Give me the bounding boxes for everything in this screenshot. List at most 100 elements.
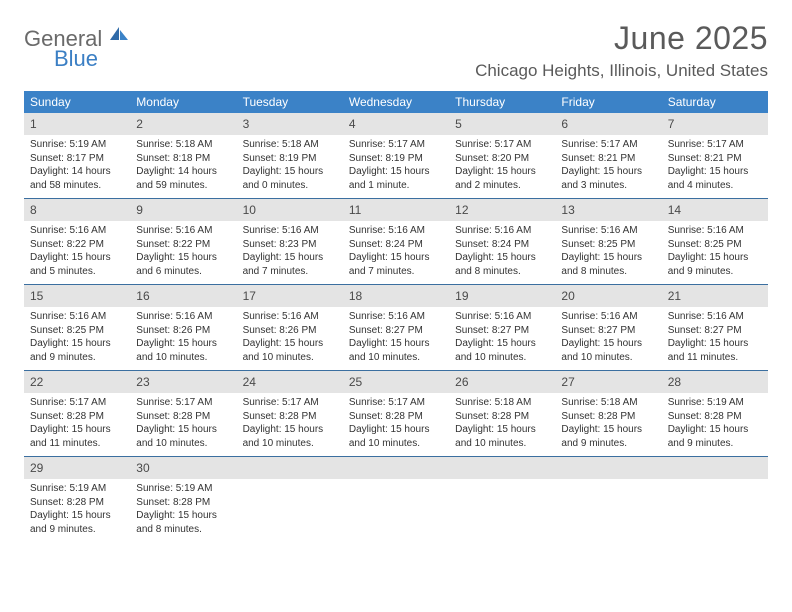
sunset-line: Sunset: 8:28 PM (349, 410, 443, 424)
sunset-line: Sunset: 8:26 PM (243, 324, 337, 338)
day-cell: 5Sunrise: 5:17 AMSunset: 8:20 PMDaylight… (449, 113, 555, 198)
day-cell: 23Sunrise: 5:17 AMSunset: 8:28 PMDayligh… (130, 371, 236, 456)
daylight-line: Daylight: 15 hours and 10 minutes. (349, 423, 443, 450)
sunrise-line: Sunrise: 5:16 AM (668, 310, 762, 324)
day-body: Sunrise: 5:17 AMSunset: 8:20 PMDaylight:… (449, 135, 555, 198)
day-cell (449, 457, 555, 542)
day-number-bar (555, 457, 661, 479)
day-body: Sunrise: 5:16 AMSunset: 8:27 PMDaylight:… (449, 307, 555, 370)
day-number-bar: 5 (449, 113, 555, 135)
sunrise-line: Sunrise: 5:16 AM (561, 224, 655, 238)
day-cell (237, 457, 343, 542)
day-number-bar: 18 (343, 285, 449, 307)
daylight-line: Daylight: 15 hours and 9 minutes. (668, 423, 762, 450)
daylight-line: Daylight: 15 hours and 9 minutes. (668, 251, 762, 278)
day-number: 28 (668, 375, 681, 389)
day-body: Sunrise: 5:16 AMSunset: 8:26 PMDaylight:… (130, 307, 236, 370)
sunset-line: Sunset: 8:28 PM (561, 410, 655, 424)
day-number-bar: 29 (24, 457, 130, 479)
day-cell: 18Sunrise: 5:16 AMSunset: 8:27 PMDayligh… (343, 285, 449, 370)
day-body: Sunrise: 5:16 AMSunset: 8:25 PMDaylight:… (555, 221, 661, 284)
sunrise-line: Sunrise: 5:17 AM (136, 396, 230, 410)
day-number: 15 (30, 289, 43, 303)
day-body: Sunrise: 5:18 AMSunset: 8:28 PMDaylight:… (449, 393, 555, 456)
day-number: 13 (561, 203, 574, 217)
day-cell: 30Sunrise: 5:19 AMSunset: 8:28 PMDayligh… (130, 457, 236, 542)
day-number-bar: 24 (237, 371, 343, 393)
logo-sail-icon (108, 25, 130, 43)
day-number-bar: 30 (130, 457, 236, 479)
sunset-line: Sunset: 8:27 PM (349, 324, 443, 338)
day-body (555, 479, 661, 488)
day-cell: 27Sunrise: 5:18 AMSunset: 8:28 PMDayligh… (555, 371, 661, 456)
day-body: Sunrise: 5:16 AMSunset: 8:25 PMDaylight:… (662, 221, 768, 284)
daylight-line: Daylight: 15 hours and 10 minutes. (561, 337, 655, 364)
day-cell: 14Sunrise: 5:16 AMSunset: 8:25 PMDayligh… (662, 199, 768, 284)
daylight-line: Daylight: 15 hours and 4 minutes. (668, 165, 762, 192)
sunset-line: Sunset: 8:22 PM (30, 238, 124, 252)
sunrise-line: Sunrise: 5:16 AM (243, 310, 337, 324)
day-number (455, 461, 458, 475)
day-body: Sunrise: 5:17 AMSunset: 8:28 PMDaylight:… (24, 393, 130, 456)
sunrise-line: Sunrise: 5:17 AM (243, 396, 337, 410)
day-cell: 4 Sunrise: 5:17 AMSunset: 8:19 PMDaylight… (343, 113, 449, 198)
sunrise-line: Sunrise: 5:18 AM (455, 396, 549, 410)
daylight-line: Daylight: 15 hours and 7 minutes. (349, 251, 443, 278)
day-body: Sunrise: 5:16 AMSunset: 8:23 PMDaylight:… (237, 221, 343, 284)
daylight-line: Daylight: 15 hours and 11 minutes. (668, 337, 762, 364)
day-cell (662, 457, 768, 542)
sunset-line: Sunset: 8:28 PM (30, 496, 124, 510)
day-cell: 2Sunrise: 5:18 AMSunset: 8:18 PMDaylight… (130, 113, 236, 198)
sunrise-line: Sunrise: 5:16 AM (455, 224, 549, 238)
day-number-bar: 4 (343, 113, 449, 135)
location-text: Chicago Heights, Illinois, United States (475, 61, 768, 81)
day-cell: 3Sunrise: 5:18 AMSunset: 8:19 PMDaylight… (237, 113, 343, 198)
day-body: Sunrise: 5:16 AMSunset: 8:27 PMDaylight:… (662, 307, 768, 370)
day-cell: 28Sunrise: 5:19 AMSunset: 8:28 PMDayligh… (662, 371, 768, 456)
day-number-bar: 22 (24, 371, 130, 393)
day-number: 3 (243, 117, 250, 131)
day-cell: 29Sunrise: 5:19 AMSunset: 8:28 PMDayligh… (24, 457, 130, 542)
daylight-line: Daylight: 15 hours and 2 minutes. (455, 165, 549, 192)
day-body: Sunrise: 5:16 AMSunset: 8:27 PMDaylight:… (343, 307, 449, 370)
daylight-line: Daylight: 15 hours and 10 minutes. (455, 423, 549, 450)
day-number-bar: 8 (24, 199, 130, 221)
weekday-header: Saturday (662, 91, 768, 113)
sunset-line: Sunset: 8:25 PM (561, 238, 655, 252)
daylight-line: Daylight: 15 hours and 8 minutes. (136, 509, 230, 536)
day-body: Sunrise: 5:17 AMSunset: 8:19 PMDaylight:… (343, 135, 449, 198)
sunset-line: Sunset: 8:27 PM (455, 324, 549, 338)
sunrise-line: Sunrise: 5:17 AM (349, 138, 443, 152)
day-number-bar (237, 457, 343, 479)
sunrise-line: Sunrise: 5:16 AM (349, 224, 443, 238)
day-body: Sunrise: 5:19 AMSunset: 8:28 PMDaylight:… (130, 479, 236, 542)
weekday-header: Friday (555, 91, 661, 113)
sunset-line: Sunset: 8:17 PM (30, 152, 124, 166)
sunset-line: Sunset: 8:24 PM (455, 238, 549, 252)
day-number: 4 (349, 117, 356, 131)
sunrise-line: Sunrise: 5:19 AM (30, 482, 124, 496)
day-cell: 20Sunrise: 5:16 AMSunset: 8:27 PMDayligh… (555, 285, 661, 370)
sunrise-line: Sunrise: 5:16 AM (243, 224, 337, 238)
sunrise-line: Sunrise: 5:16 AM (455, 310, 549, 324)
day-body (662, 479, 768, 488)
daylight-line: Daylight: 15 hours and 8 minutes. (561, 251, 655, 278)
sunrise-line: Sunrise: 5:18 AM (243, 138, 337, 152)
day-number: 27 (561, 375, 574, 389)
day-number-bar: 23 (130, 371, 236, 393)
day-body (449, 479, 555, 488)
sunset-line: Sunset: 8:22 PM (136, 238, 230, 252)
sunset-line: Sunset: 8:28 PM (455, 410, 549, 424)
weekday-header: Monday (130, 91, 236, 113)
weekday-header: Tuesday (237, 91, 343, 113)
day-number-bar: 26 (449, 371, 555, 393)
title-block: June 2025 Chicago Heights, Illinois, Uni… (475, 20, 768, 81)
sunset-line: Sunset: 8:21 PM (561, 152, 655, 166)
day-body: Sunrise: 5:16 AMSunset: 8:22 PMDaylight:… (130, 221, 236, 284)
daylight-line: Daylight: 15 hours and 6 minutes. (136, 251, 230, 278)
day-number-bar: 10 (237, 199, 343, 221)
sunrise-line: Sunrise: 5:16 AM (349, 310, 443, 324)
daylight-line: Daylight: 15 hours and 10 minutes. (349, 337, 443, 364)
daylight-line: Daylight: 14 hours and 59 minutes. (136, 165, 230, 192)
sunrise-line: Sunrise: 5:18 AM (561, 396, 655, 410)
